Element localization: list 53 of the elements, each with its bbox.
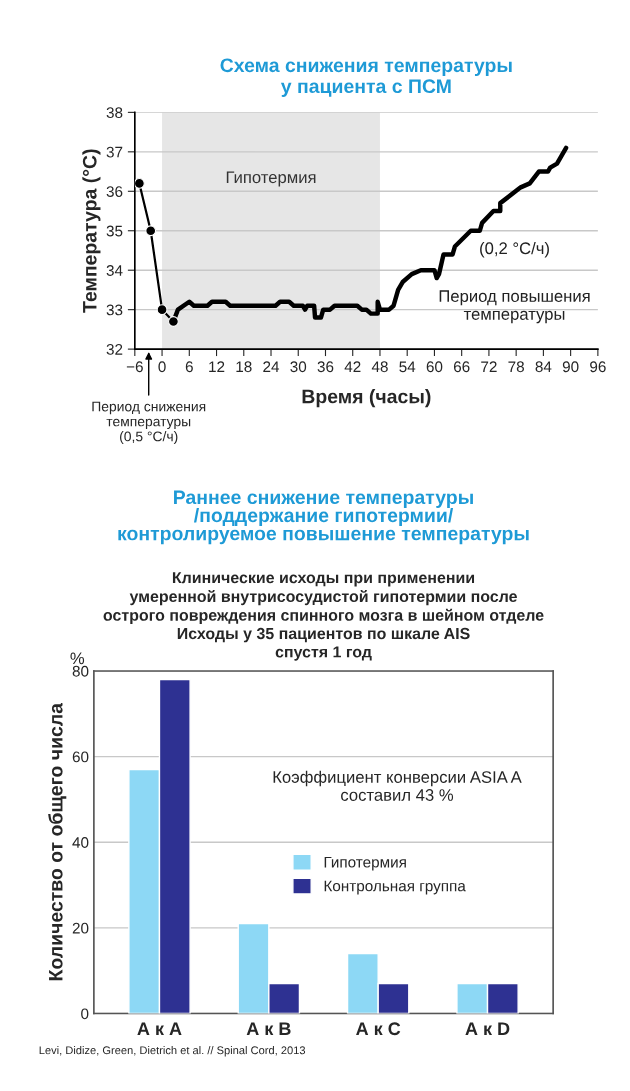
point	[145, 225, 157, 237]
y-tick-label: 80	[72, 665, 89, 677]
y-tick-label: 38	[106, 107, 123, 119]
x-tick-label: А к В	[246, 1022, 291, 1035]
x-tick-label: 48	[371, 361, 388, 373]
x-tick-label: А к D	[465, 1022, 510, 1035]
y-tick-label: 36	[106, 186, 123, 197]
point	[156, 304, 168, 316]
y-tick-label: 37	[106, 146, 123, 158]
x-tick-label: 12	[209, 361, 225, 372]
y-tick-label: 0	[81, 1008, 89, 1020]
point	[134, 178, 145, 189]
x-tick-label: 30	[290, 361, 307, 373]
y-tick-label: 34	[106, 265, 123, 276]
x-tick-label: 36	[317, 361, 334, 373]
text: Период снижения температуры (0,5 °C/ч)	[92, 401, 206, 445]
x-tick-label: 0	[158, 361, 166, 373]
y-tick-label: 20	[72, 922, 89, 934]
x-tick-label: 42	[344, 361, 361, 372]
legend-label: Гипотермия	[324, 856, 406, 871]
x-tick-label: 72	[481, 361, 497, 372]
chart-title: Раннее снижение температуры /поддержание гипотермии/ контролируемое повышение температуры	[118, 490, 529, 545]
text: %	[70, 652, 85, 665]
y-axis-title: Количество от общего числа	[48, 702, 67, 981]
chart-subtitle: Клинические исходы при применении умеренной внутрисосудистой гипотермии после острого повреждения спинного мозга в шейном отделе Исходы у 35 пациентов по шкале AIS спустя 1 год	[103, 572, 544, 661]
x-tick-label: 24	[263, 361, 280, 372]
annotation: (0,2 °C/ч)	[480, 241, 549, 258]
band-label: Гипотермия	[226, 171, 316, 187]
x-tick-label: 84	[535, 361, 552, 373]
x-tick-label: А к А	[137, 1022, 182, 1035]
x-tick-label: 90	[562, 361, 579, 373]
x-axis-title: Время (часы)	[302, 389, 431, 408]
x-tick-label: 96	[590, 361, 606, 373]
x-tick-label: 60	[426, 361, 443, 373]
y-tick-label: 60	[72, 751, 89, 763]
x-tick-label: −6	[126, 361, 143, 373]
y-axis-title: Температура (°C)	[82, 149, 101, 313]
point	[168, 316, 179, 327]
y-tick-label: 32	[106, 343, 123, 355]
y-tick-label: 35	[106, 225, 123, 237]
x-tick-label: 54	[399, 361, 416, 373]
y-tick-label: 33	[106, 304, 123, 316]
annotation: Период повышения температуры	[439, 290, 590, 324]
x-tick-label: 78	[508, 361, 524, 373]
x-tick-label: А к С	[356, 1022, 401, 1036]
y-tick-label: 40	[72, 837, 89, 848]
x-tick-label: 18	[236, 361, 252, 373]
x-tick-label: 66	[453, 361, 470, 373]
legend-label: Контрольная группа	[324, 880, 466, 895]
text: Levi, Didize, Green, Dietrich et al. // Spinal Cord, 2013	[39, 1046, 306, 1057]
chart-title: Схема снижения температуры у пациента с ПСМ	[220, 58, 512, 97]
annotation: Коэффициент конверсии ASIA A составил 43 %	[273, 770, 522, 801]
x-tick-label: 6	[185, 361, 193, 373]
